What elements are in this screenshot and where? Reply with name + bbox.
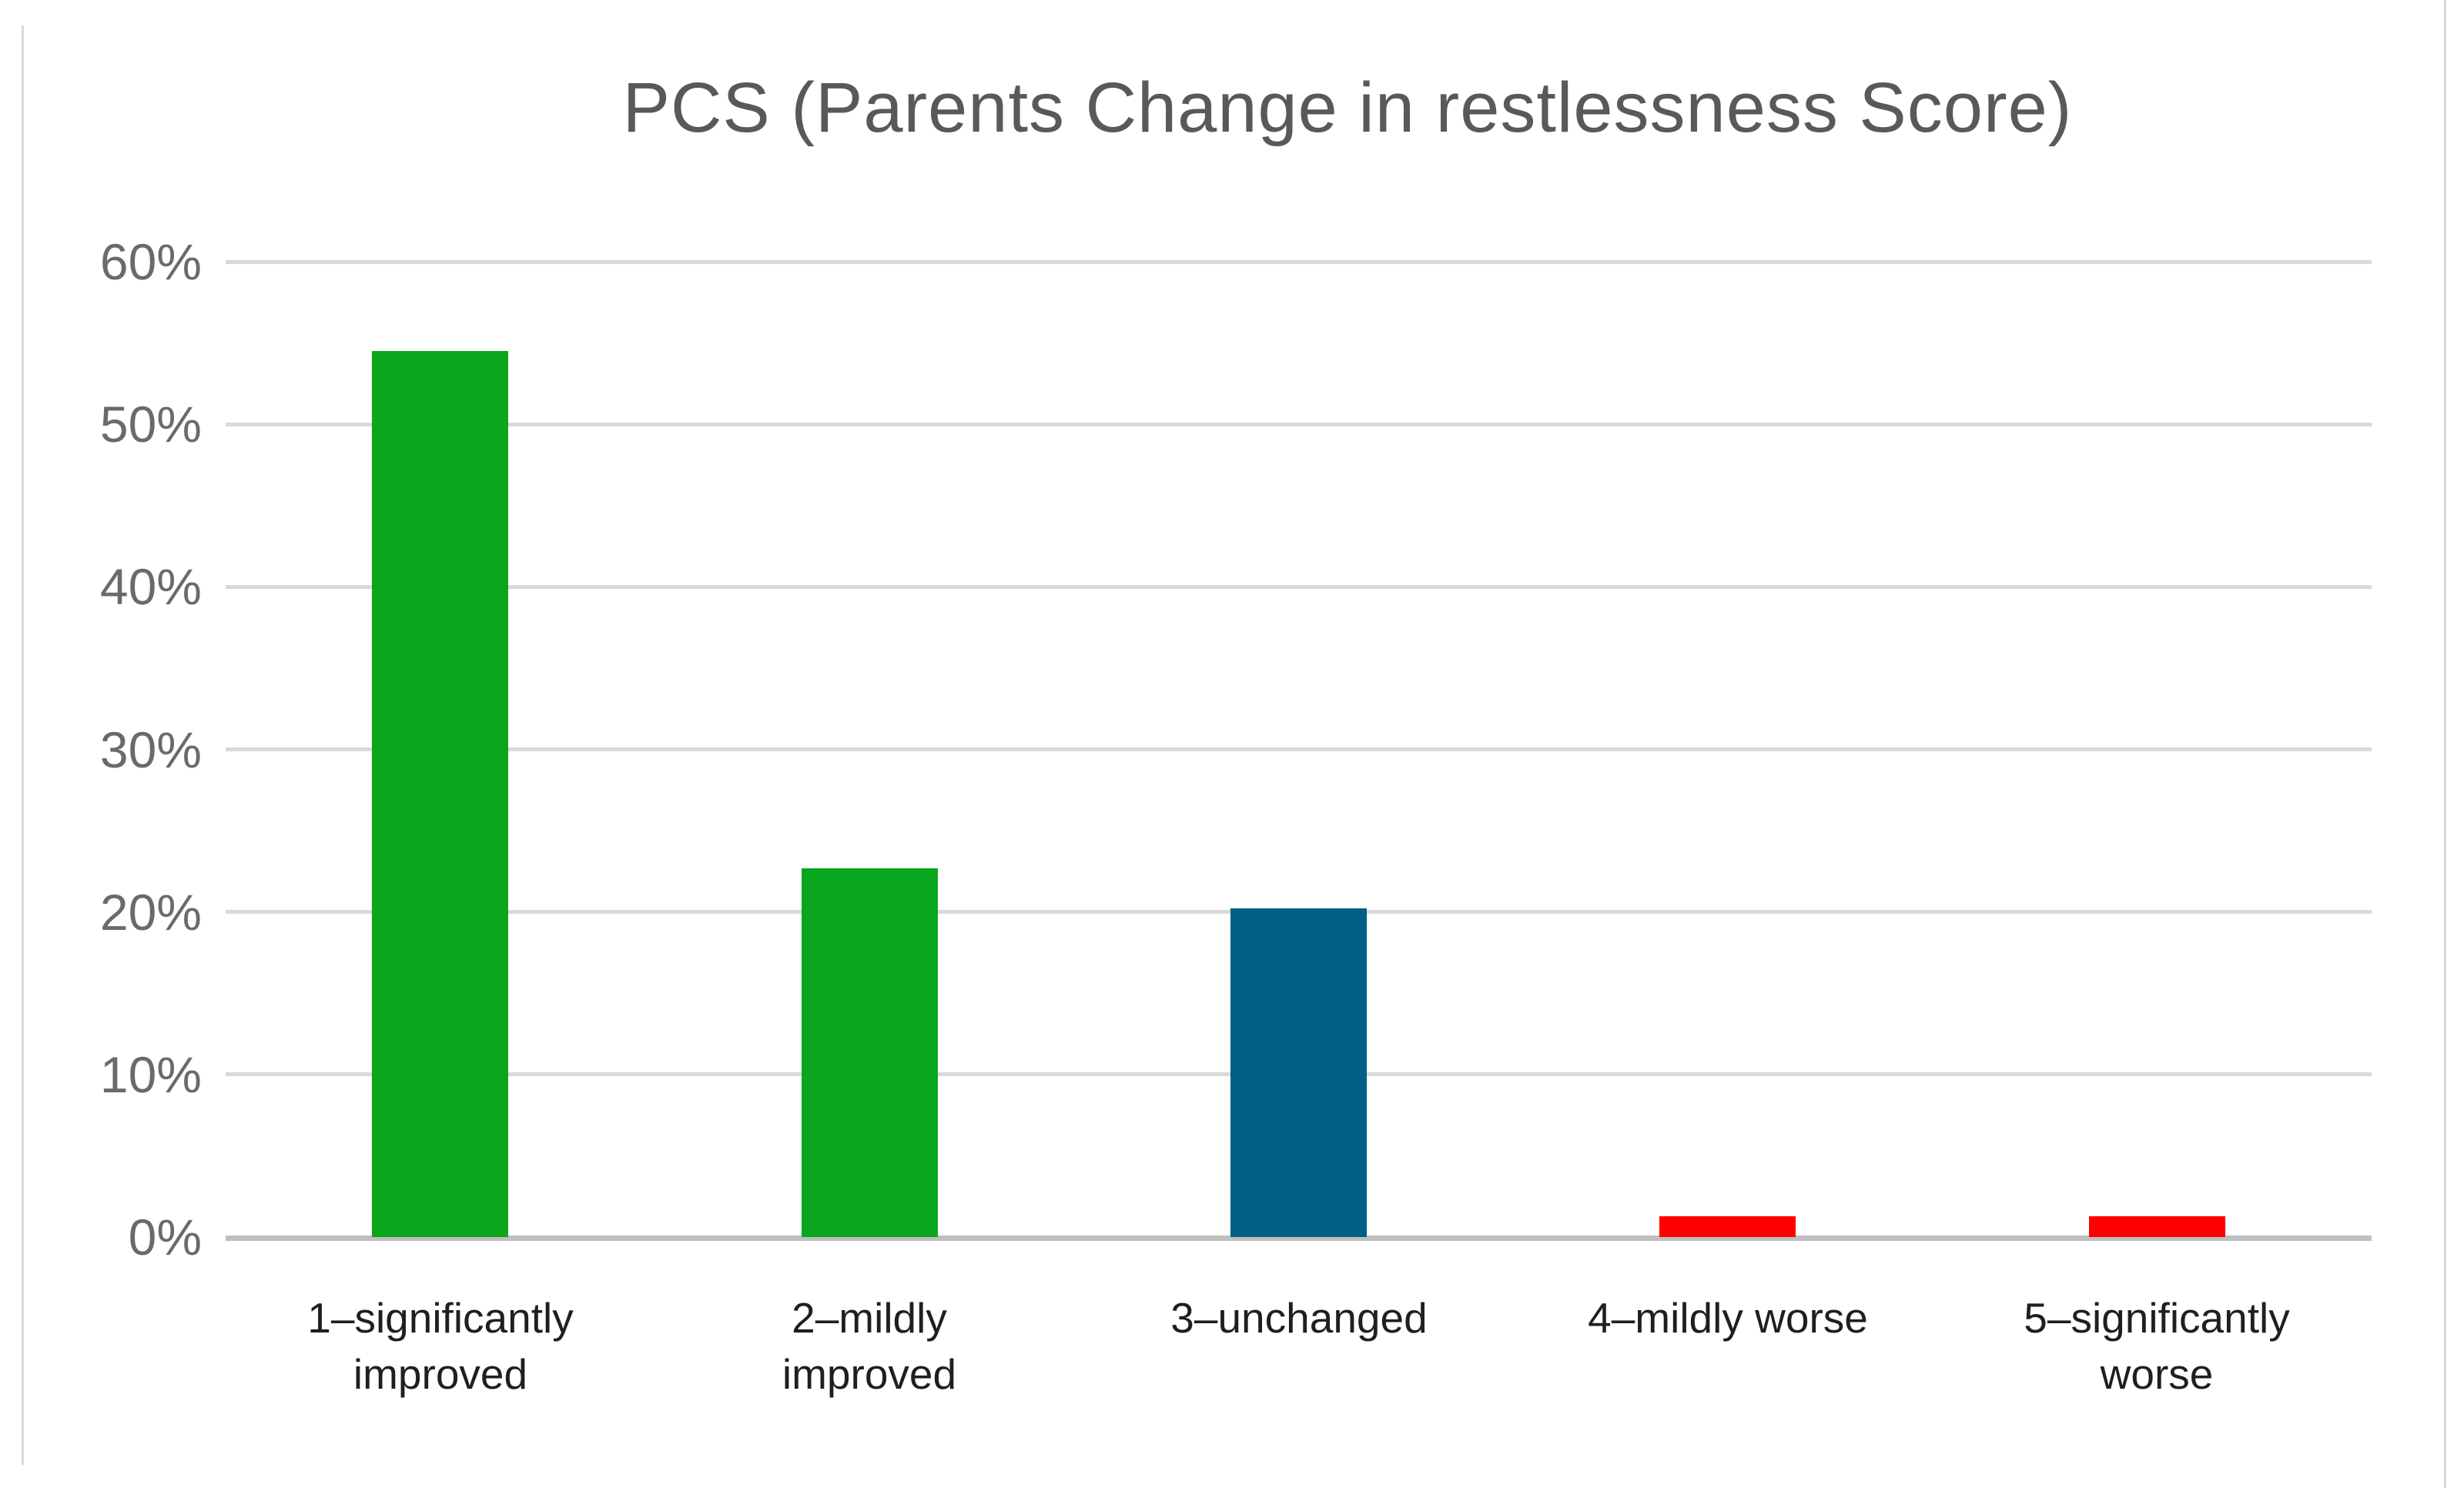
plot-area [226,260,2372,1241]
gridline-40 [226,585,2372,589]
page-border-left [22,25,24,1465]
y-tick-label-40: 40% [99,558,202,615]
gridline-30 [226,747,2372,751]
x-category-label-line: 5–significantly [2024,1294,2290,1342]
gridline-60 [226,260,2372,264]
chart-title: PCS (Parents Change in restlessness Scor… [622,69,2073,147]
y-tick-label-60: 60% [99,233,202,290]
x-category-label-line: 3–unchanged [1170,1294,1428,1342]
x-category-label-4: 4–mildly worse [1512,1290,1943,1346]
bar-2-2-mildly-improved [802,868,938,1237]
x-category-label-1: 1–significantly improved [225,1290,656,1402]
page-border-right [2444,0,2446,1488]
x-category-label-2: 2–mildly improved [654,1290,1085,1402]
x-category-label-3: 3–unchanged [1083,1290,1515,1346]
x-category-label-line: 4–mildly worse [1588,1294,1868,1342]
y-tick-label-10: 10% [99,1046,202,1103]
x-category-label-line: improved [782,1349,957,1398]
x-category-label-line: 2–mildly [792,1294,947,1342]
y-tick-label-50: 50% [99,396,202,453]
y-tick-label-20: 20% [99,884,202,941]
y-tick-label-30: 30% [99,721,202,778]
bar-1-1-significantly-improved [372,351,508,1237]
gridline-50 [226,423,2372,426]
y-tick-label-0: 0% [128,1209,202,1266]
x-axis-line [226,1236,2372,1241]
bar-5-5-significantly-worse [2089,1216,2225,1237]
x-category-label-line: 1–significantly [307,1294,574,1342]
x-category-label-5: 5–significantly worse [1941,1290,2372,1402]
bar-4-4-mildly-worse [1659,1216,1796,1237]
x-category-label-line: worse [2100,1349,2214,1398]
x-category-label-line: improved [353,1349,528,1398]
bar-3-3-unchanged [1230,908,1367,1237]
